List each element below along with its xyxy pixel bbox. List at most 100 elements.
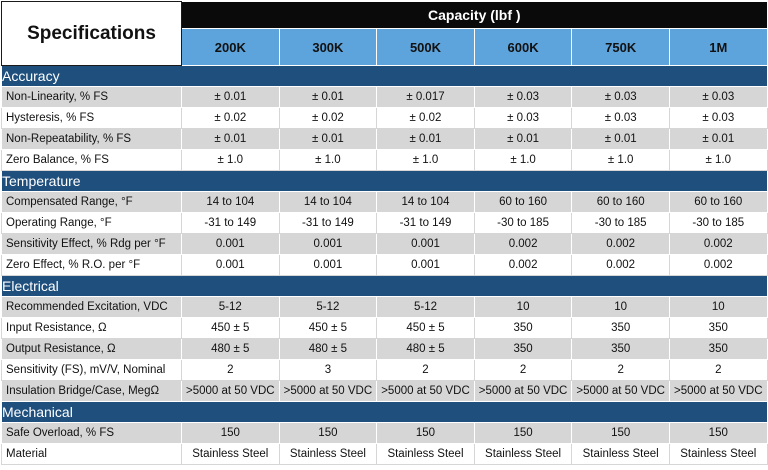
spec-label: Sensitivity (FS), mV/V, Nominal: [1, 359, 182, 381]
spec-row: Operating Range, °F -31 to 149 -31 to 149-…: [1, 212, 768, 234]
spec-value: 480 ± 5: [376, 338, 475, 360]
spec-value: ± 0.01: [376, 128, 475, 150]
spec-value: >5000 at 50 VDC: [376, 380, 475, 402]
spec-label: Non-Linearity, % FS: [1, 86, 182, 108]
spec-value: 150: [278, 422, 378, 444]
spec-value: 0.002: [571, 254, 670, 276]
spec-value: 150: [473, 422, 573, 444]
section-title: Mechanical: [1, 401, 768, 423]
spec-value: ± 1.0: [668, 149, 768, 171]
spec-value: 2: [473, 359, 573, 381]
spec-value: ± 0.01: [278, 86, 378, 108]
spec-value: 5-12: [376, 296, 475, 318]
spec-value: 480 ± 5: [181, 338, 280, 360]
capacity-title: Capacity (lbf ): [181, 1, 768, 29]
spec-value: 480 ± 5: [278, 338, 378, 360]
spec-row: Hysteresis, % FS ± 0.02 ± 0.02 ± 0.02 ± 0.03…: [1, 107, 768, 129]
spec-value: Stainless Steel: [278, 443, 378, 465]
spec-value: 14 to 104: [181, 191, 280, 213]
spec-row: Output Resistance, Ω 480 ± 5 480 ± 5 480 ± …: [1, 338, 768, 360]
spec-value: -30 to 185: [473, 212, 573, 234]
spec-label: Zero Balance, % FS: [1, 149, 182, 171]
spec-label: Sensitivity Effect, % Rdg per °F: [1, 233, 182, 255]
spec-row: Recommended Excitation, VDC 5-12 5-12 5-12 1…: [1, 296, 768, 318]
capacity-column-header: 200K: [181, 28, 280, 66]
spec-value: 350: [473, 338, 573, 360]
spec-value: 10: [668, 296, 768, 318]
header-row-capacities: 200K 300K 500K 600K 750K 1M: [2, 28, 768, 66]
spec-value: ± 0.02: [376, 107, 475, 129]
spec-value: -30 to 185: [571, 212, 670, 234]
spec-row: Input Resistance, Ω 450 ± 5 450 ± 5 450 ± 5…: [1, 317, 768, 339]
spec-value: 150: [668, 422, 768, 444]
spec-value: ± 0.03: [571, 86, 670, 108]
spec-value: 3: [278, 359, 378, 381]
spec-row: Non-Repeatability, % FS ± 0.01 ± 0.01 ± 0.0…: [1, 128, 768, 150]
section-title: Temperature: [1, 170, 768, 192]
spec-value: ± 0.017: [376, 86, 475, 108]
spec-value: ± 1.0: [181, 149, 280, 171]
capacity-column-header: 1M: [668, 28, 768, 66]
spec-row: Material Stainless Steel Stainless Steel St…: [1, 443, 768, 465]
spec-value: ± 0.01: [473, 128, 573, 150]
section-header-row: Mechanical: [1, 401, 768, 423]
spec-value: ± 0.01: [181, 128, 280, 150]
spec-value: 350: [668, 338, 768, 360]
capacity-column-header: 750K: [571, 28, 670, 66]
spec-value: 0.002: [571, 233, 670, 255]
spec-value: 5-12: [181, 296, 280, 318]
spec-value: Stainless Steel: [181, 443, 280, 465]
spec-value: 14 to 104: [376, 191, 475, 213]
spec-value: 350: [473, 317, 573, 339]
section-header-row: Electrical: [1, 275, 768, 297]
spec-label: Output Resistance, Ω: [1, 338, 182, 360]
spec-value: 60 to 160: [473, 191, 573, 213]
spec-label: Hysteresis, % FS: [1, 107, 182, 129]
spec-value: >5000 at 50 VDC: [278, 380, 378, 402]
spec-value: ± 0.01: [668, 128, 768, 150]
spec-value: ± 0.03: [668, 86, 768, 108]
spec-value: -31 to 149: [181, 212, 280, 234]
spec-value: 450 ± 5: [278, 317, 378, 339]
spec-value: -31 to 149: [376, 212, 475, 234]
spec-value: 14 to 104: [278, 191, 378, 213]
capacity-column-header: 500K: [376, 28, 475, 66]
spec-value: 450 ± 5: [376, 317, 475, 339]
spec-value: ± 0.03: [571, 107, 670, 129]
spec-value: ± 0.03: [473, 86, 573, 108]
spec-label: Zero Effect, % R.O. per °F: [1, 254, 182, 276]
spec-value: >5000 at 50 VDC: [571, 380, 670, 402]
spec-value: ± 0.01: [181, 86, 280, 108]
spec-value: 2: [571, 359, 670, 381]
spec-row: Non-Linearity, % FS ± 0.01 ± 0.01 ± 0.017 ± …: [1, 86, 768, 108]
spec-value: Stainless Steel: [571, 443, 670, 465]
spec-value: 350: [571, 338, 670, 360]
spec-value: 0.001: [376, 254, 475, 276]
section-title: Electrical: [1, 275, 768, 297]
spec-label: Recommended Excitation, VDC: [1, 296, 182, 318]
spec-row: Sensitivity (FS), mV/V, Nominal 2 3 2 2 2 2: [1, 359, 768, 381]
spec-value: -31 to 149: [278, 212, 378, 234]
spec-row: Sensitivity Effect, % Rdg per °F 0.001 0.0…: [1, 233, 768, 255]
spec-label: Non-Repeatability, % FS: [1, 128, 182, 150]
spec-value: 0.001: [181, 233, 280, 255]
spec-value: 0.002: [473, 233, 573, 255]
spec-value: 0.002: [668, 254, 768, 276]
spec-value: >5000 at 50 VDC: [473, 380, 573, 402]
spec-value: -30 to 185: [668, 212, 768, 234]
spec-value: ± 0.02: [181, 107, 280, 129]
section-header-row: Accuracy: [1, 65, 768, 87]
spec-value: 5-12: [278, 296, 378, 318]
spec-row: Safe Overload, % FS 150 150 150 150 150 150: [1, 422, 768, 444]
spec-body: Accuracy Non-Linearity, % FS ± 0.01 ± 0.01 ±…: [1, 65, 768, 465]
spec-value: 2: [181, 359, 280, 381]
spec-row: Zero Balance, % FS ± 1.0 ± 1.0 ± 1.0 ± 1.0 ± …: [1, 149, 768, 171]
spec-value: 0.002: [668, 233, 768, 255]
spec-label: Input Resistance, Ω: [1, 317, 182, 339]
spec-value: >5000 at 50 VDC: [668, 380, 768, 402]
spec-value: 60 to 160: [668, 191, 768, 213]
spec-value: 2: [376, 359, 475, 381]
spec-label: Compensated Range, °F: [1, 191, 182, 213]
